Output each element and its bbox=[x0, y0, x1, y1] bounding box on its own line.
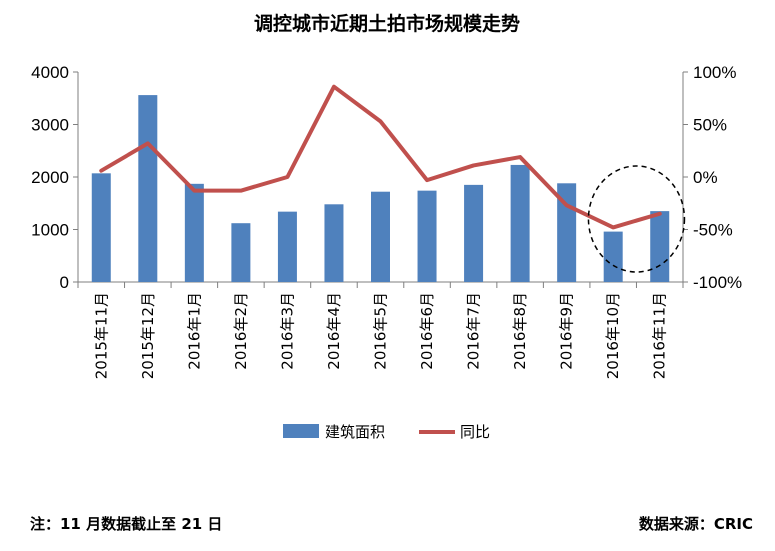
chart-title: 调控城市近期土拍市场规模走势 bbox=[254, 12, 520, 35]
plot-area: 0 1000 2000 3000 4000 -100% -50% 0% 50% 100% 2015年… bbox=[31, 63, 742, 379]
highlight-circle bbox=[587, 165, 686, 273]
x-tick-label: 2016年9月 bbox=[558, 292, 576, 370]
footnote: 注：11 月数据截止至 21 日 bbox=[30, 515, 223, 533]
legend-swatch-bar bbox=[283, 424, 319, 438]
x-tick-label: 2015年12月 bbox=[139, 292, 157, 379]
y-left-tick-label: 2000 bbox=[31, 168, 69, 187]
x-tick-label: 2016年2月 bbox=[232, 292, 250, 370]
legend-label-bar: 建筑面积 bbox=[325, 423, 385, 441]
x-tick-label: 2016年6月 bbox=[418, 292, 436, 370]
x-tick-label: 2016年8月 bbox=[511, 292, 529, 370]
bar bbox=[138, 95, 158, 282]
bar bbox=[277, 211, 297, 282]
x-tick-label: 2016年4月 bbox=[325, 292, 343, 370]
bar bbox=[184, 183, 204, 282]
bar bbox=[231, 223, 251, 282]
y-left-tick-label: 3000 bbox=[31, 116, 69, 135]
x-tick-label: 2016年1月 bbox=[185, 292, 203, 370]
bar bbox=[464, 184, 484, 282]
y-left-tick-label: 4000 bbox=[31, 63, 69, 82]
legend-label-line: 同比 bbox=[460, 423, 490, 441]
legend: 建筑面积 同比 bbox=[283, 423, 490, 441]
bar bbox=[324, 204, 344, 282]
x-tick-label: 2016年5月 bbox=[372, 292, 390, 370]
x-tick-label: 2016年10月 bbox=[604, 292, 622, 379]
bar bbox=[510, 164, 530, 282]
y-right-tick-label: -100% bbox=[693, 273, 742, 292]
y-left-tick-label: 1000 bbox=[31, 221, 69, 240]
y-left-tick-label: 0 bbox=[60, 273, 69, 292]
data-source: 数据来源：CRIC bbox=[638, 515, 753, 533]
x-tick-label: 2016年7月 bbox=[465, 292, 483, 370]
bar bbox=[417, 190, 437, 282]
bar bbox=[603, 231, 623, 282]
y-right-tick-label: 50% bbox=[693, 116, 727, 135]
y-right-tick-label: 0% bbox=[693, 168, 718, 187]
bar bbox=[650, 211, 670, 282]
bar bbox=[91, 173, 111, 282]
x-tick-label: 2016年11月 bbox=[651, 292, 669, 379]
y-right-tick-label: 100% bbox=[693, 63, 736, 82]
bar bbox=[371, 191, 390, 282]
x-tick-label: 2016年3月 bbox=[278, 292, 296, 370]
x-tick-label: 2015年11月 bbox=[92, 292, 110, 379]
y-right-tick-label: -50% bbox=[693, 221, 733, 240]
